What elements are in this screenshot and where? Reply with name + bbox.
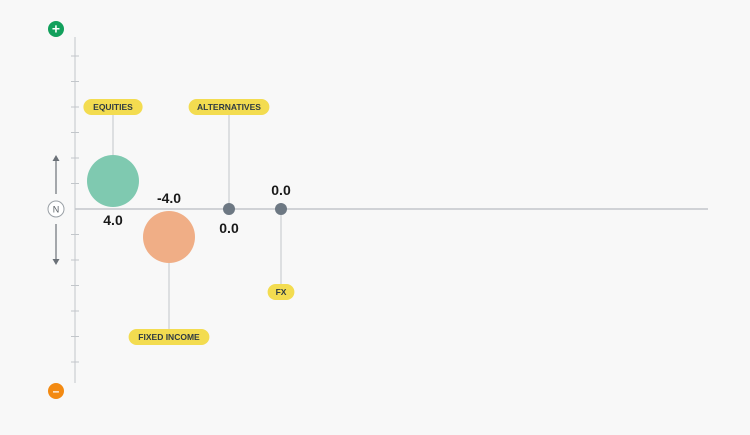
data-point-alternatives[interactable]: ALTERNATIVES 0.0 — [188, 99, 270, 236]
plus-icon — [48, 21, 64, 37]
asset-label-fixed-income: FIXED INCOME — [138, 332, 200, 342]
down-arrow-head-icon — [52, 259, 60, 265]
asset-label-fx: FX — [276, 287, 287, 297]
data-point-fx[interactable]: FX 0.0 — [267, 182, 295, 300]
up-arrow-head-icon — [52, 155, 60, 161]
neutral-marker-icon — [47, 200, 65, 218]
data-point-equities[interactable]: EQUITIES 4.0 — [83, 99, 143, 228]
value-label-fx: 0.0 — [271, 182, 291, 198]
label-pill-fx — [267, 284, 295, 300]
data-point-fixed-income[interactable]: FIXED INCOME -4.0 — [128, 190, 210, 345]
plus-icon-symbol: + — [52, 21, 60, 37]
bubble-fx[interactable] — [275, 203, 287, 215]
value-label-alternatives: 0.0 — [219, 220, 239, 236]
asset-label-equities: EQUITIES — [93, 102, 133, 112]
neutral-marker-label: N — [53, 205, 60, 215]
bubble-alternatives[interactable] — [223, 203, 235, 215]
label-pill-alternatives — [188, 99, 270, 115]
asset-label-alternatives: ALTERNATIVES — [197, 102, 261, 112]
bubble-equities[interactable] — [87, 155, 139, 207]
value-label-equities: 4.0 — [103, 212, 123, 228]
value-label-fixed-income: -4.0 — [157, 190, 181, 206]
label-pill-fixed-income — [128, 329, 210, 345]
minus-icon-symbol: – — [53, 384, 60, 398]
label-pill-equities — [83, 99, 143, 115]
minus-icon — [48, 383, 64, 399]
bubble-fixed-income[interactable] — [143, 211, 195, 263]
